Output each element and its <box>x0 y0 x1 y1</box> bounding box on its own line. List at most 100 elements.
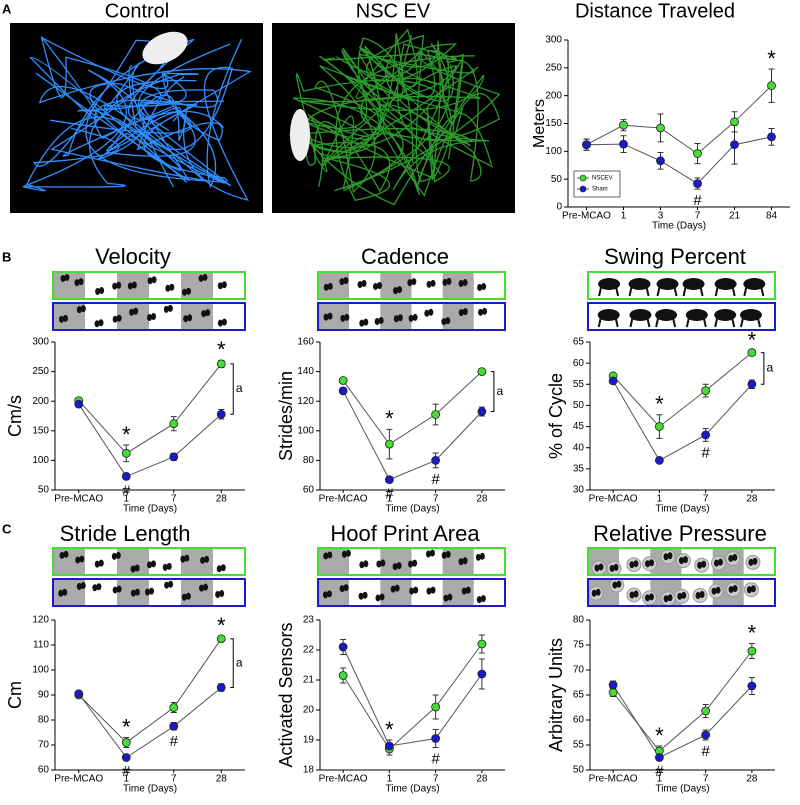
y-tick-label: 60 <box>573 358 585 369</box>
series-line <box>586 136 772 185</box>
data-point <box>169 452 179 462</box>
hoof-print <box>372 283 378 291</box>
hoof-print <box>116 585 122 593</box>
x-tick-label: 21 <box>729 211 741 222</box>
hoof-print <box>151 313 157 321</box>
y-tick-label: 23 <box>303 615 315 626</box>
series-line <box>342 371 483 445</box>
data-point <box>608 680 618 690</box>
hoof-print <box>408 314 414 322</box>
y-axis-label: % of Cycle <box>546 373 566 459</box>
x-tick-label: 7 <box>695 211 701 222</box>
hoof-print <box>430 586 436 594</box>
hoof-print <box>94 560 100 568</box>
hoof-print <box>181 593 187 601</box>
hoof-print <box>134 588 140 596</box>
strip-frame <box>52 271 246 300</box>
hoof-print <box>728 554 734 562</box>
hoof-print <box>629 561 635 569</box>
y-tick-label: 120 <box>32 615 49 626</box>
hoof-print <box>62 314 68 322</box>
x-tick-label: 1 <box>123 774 129 785</box>
annotation: # <box>693 192 702 209</box>
hoof-print <box>699 590 705 598</box>
hoof-print <box>380 559 386 567</box>
hoof-print <box>115 551 121 559</box>
hoof-print <box>594 564 600 572</box>
hoof-print <box>478 308 484 316</box>
track-path <box>357 37 490 191</box>
data-point <box>169 419 179 429</box>
strip-frame <box>317 547 506 576</box>
data-point <box>338 671 348 680</box>
hoof-print <box>465 586 471 594</box>
x-tick-label: Pre-MCAO <box>319 774 368 785</box>
x-tick-label: 28 <box>216 494 228 505</box>
annotation: * <box>385 717 394 742</box>
image-title: Control <box>105 0 169 22</box>
hoof-print <box>425 550 431 558</box>
hoof-print <box>204 555 210 563</box>
y-tick-label: 50 <box>38 485 50 496</box>
hoof-print <box>376 560 382 568</box>
panel-label: B <box>2 249 11 264</box>
hoof-print <box>443 594 449 602</box>
hoof-print <box>428 308 434 316</box>
hoof-print <box>341 550 347 558</box>
hoof-print <box>750 585 756 593</box>
hoof-print <box>221 318 227 326</box>
panel-label: C <box>2 521 12 536</box>
hoof-print <box>591 589 597 597</box>
series-line <box>586 85 772 155</box>
series-line <box>78 687 222 759</box>
hoof-print <box>374 317 380 325</box>
track-path <box>297 43 501 192</box>
animal <box>142 31 188 65</box>
hoof-print <box>199 584 205 592</box>
pig-silhouette <box>682 278 705 290</box>
y-tick-label: 35 <box>573 463 585 474</box>
hoof-print <box>717 558 723 566</box>
data-point <box>767 132 776 142</box>
hoof-print <box>166 562 172 570</box>
y-tick-label: 55 <box>573 740 585 751</box>
hoof-print <box>412 559 418 567</box>
y-axis-label: Arbitrary Units <box>546 638 566 752</box>
hoof-print <box>441 318 447 326</box>
hoof-print <box>184 554 190 562</box>
hoof-print <box>198 274 204 282</box>
x-axis-label: Time (Days) <box>655 504 709 515</box>
hoof-print <box>426 587 432 595</box>
hoof-print <box>663 553 669 561</box>
y-tick-label: 140 <box>297 366 314 377</box>
hoof-print <box>397 314 403 322</box>
hoof-print <box>475 553 481 561</box>
hoof-print <box>476 596 482 604</box>
track-path <box>305 32 475 193</box>
y-tick-label: 75 <box>573 640 585 651</box>
hoof-print <box>80 305 86 313</box>
strip-cell <box>85 272 117 299</box>
pig-legs <box>743 286 765 297</box>
data-point <box>608 376 618 386</box>
pig-legs <box>739 317 761 328</box>
data-point <box>701 386 711 396</box>
pig-legs <box>714 317 736 328</box>
pig-legs <box>597 317 619 328</box>
chart-title: Cadence <box>361 244 449 269</box>
hoof-print <box>479 552 485 560</box>
data-point <box>654 753 664 762</box>
hoof-print <box>130 589 136 597</box>
data-point <box>693 179 702 189</box>
legend-label: NSCEV <box>592 176 613 182</box>
y-axis-label: Meters <box>531 99 548 148</box>
hoof-print <box>362 591 368 599</box>
hoof-print <box>323 313 329 321</box>
annotation: * <box>217 613 226 638</box>
strip-frame <box>317 271 506 300</box>
tracking-image <box>10 23 263 213</box>
y-tick-label: 80 <box>573 615 585 626</box>
hoof-print <box>76 306 82 314</box>
strip-cell <box>473 303 505 330</box>
chart-title: Velocity <box>95 244 171 269</box>
